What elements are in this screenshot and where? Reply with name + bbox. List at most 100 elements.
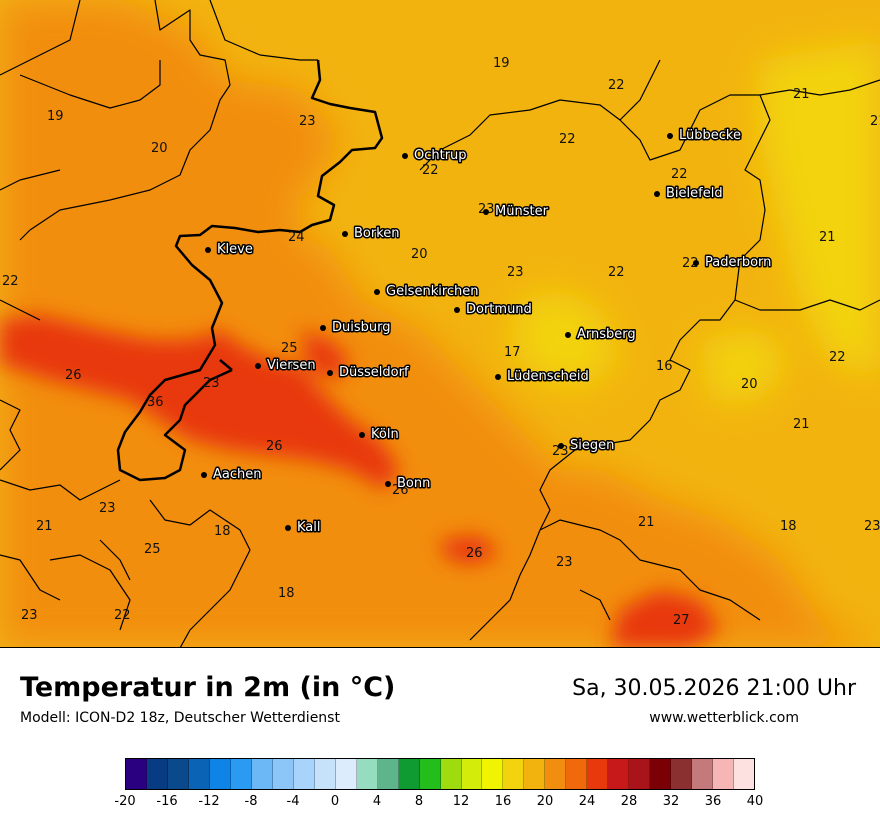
- legend-color-swatch: [398, 759, 420, 789]
- forecast-datetime: Sa, 30.05.2026 21:00 Uhr: [572, 676, 856, 701]
- temperature-label: 21: [870, 114, 880, 129]
- temperature-label: 23: [203, 376, 220, 391]
- legend-color-swatch: [545, 759, 567, 789]
- legend-color-swatch: [692, 759, 714, 789]
- legend-color-swatch: [356, 759, 378, 789]
- legend-color-swatch: [188, 759, 210, 789]
- city-marker-luebbecke: Lübbecke: [667, 127, 742, 145]
- temperature-label: 18: [214, 524, 231, 539]
- svg-text:Dortmund: Dortmund: [466, 302, 532, 317]
- temperature-label: 19: [493, 56, 510, 71]
- temperature-label: 23: [552, 444, 569, 459]
- temperature-field: [0, 0, 880, 648]
- temperature-label: 22: [608, 78, 625, 93]
- color-legend-ticks: -20 -16 -12 -8 -4 0 4 8 12 16 20 24 28 32 36 40: [114, 794, 763, 814]
- temperature-label: 18: [780, 519, 797, 534]
- temperature-label: 36: [147, 395, 164, 410]
- city-marker-dortmund: Dortmund: [454, 301, 533, 319]
- legend-color-swatch: [713, 759, 735, 789]
- legend-color-swatch: [734, 759, 755, 789]
- svg-text:Borken: Borken: [354, 226, 400, 241]
- legend-color-swatch: [209, 759, 231, 789]
- temperature-map: 19 22 21 21 19 23 22 20 22 22 23 22 24 2…: [0, 0, 880, 648]
- svg-text:Kleve: Kleve: [217, 242, 253, 257]
- legend-tick-label: 28: [620, 794, 638, 809]
- temperature-label: 16: [656, 359, 673, 374]
- svg-text:Münster: Münster: [495, 204, 549, 219]
- legend-color-swatch: [524, 759, 546, 789]
- city-marker-kall: Kall: [285, 519, 322, 537]
- legend-color-swatch: [293, 759, 315, 789]
- city-marker-duisburg: Duisburg: [320, 319, 392, 337]
- svg-text:Lübbecke: Lübbecke: [679, 128, 741, 143]
- temperature-label: 22: [671, 167, 688, 182]
- legend-tick-label: 40: [746, 794, 764, 809]
- city-marker-viersen: Viersen: [255, 357, 317, 375]
- temperature-label: 21: [819, 230, 836, 245]
- legend-color-swatch: [335, 759, 357, 789]
- legend-color-swatch: [419, 759, 441, 789]
- svg-text:Düsseldorf: Düsseldorf: [339, 365, 409, 380]
- legend-tick-label: 4: [372, 794, 382, 809]
- temperature-label: 25: [144, 542, 161, 557]
- temperature-label: 23: [21, 608, 38, 623]
- legend-color-swatch: [461, 759, 483, 789]
- city-marker-paderborn: Paderborn: [693, 254, 773, 272]
- city-markers: Lübbecke Ochtrup Bielefeld Münster Borke…: [201, 127, 773, 537]
- temperature-labels: 19 22 21 21 19 23 22 20 22 22 23 22 24 2…: [2, 56, 880, 628]
- legend-tick-label: 24: [578, 794, 596, 809]
- city-marker-siegen: Siegen: [558, 437, 616, 455]
- city-marker-koeln: Köln: [359, 426, 400, 444]
- legend-tick-label: -4: [286, 794, 300, 809]
- legend-color-swatch: [146, 759, 168, 789]
- temperature-label: 22: [829, 350, 846, 365]
- temperature-label: 26: [392, 483, 409, 498]
- temperature-label: 22: [559, 132, 576, 147]
- legend-tick-label: 0: [330, 794, 340, 809]
- legend-color-swatch: [314, 759, 336, 789]
- legend-tick-label: -8: [244, 794, 258, 809]
- city-marker-kleve: Kleve: [205, 241, 254, 259]
- website-link[interactable]: www.wetterblick.com: [649, 710, 799, 726]
- temperature-label: 21: [36, 519, 53, 534]
- temperature-label: 21: [793, 417, 810, 432]
- temperature-label: 23: [299, 114, 316, 129]
- state-borders: [0, 0, 880, 648]
- temperature-label: 26: [466, 546, 483, 561]
- legend-color-swatch: [629, 759, 651, 789]
- legend-color-swatch: [251, 759, 273, 789]
- svg-text:Aachen: Aachen: [213, 467, 261, 482]
- svg-text:Paderborn: Paderborn: [705, 255, 771, 270]
- svg-text:Siegen: Siegen: [570, 438, 614, 453]
- legend-tick-label: -12: [198, 794, 220, 809]
- temperature-label: 21: [793, 87, 810, 102]
- temperature-label: 26: [266, 439, 283, 454]
- legend-tick-label: 8: [414, 794, 424, 809]
- city-marker-aachen: Aachen: [201, 466, 263, 484]
- legend-color-swatch: [167, 759, 189, 789]
- temperature-label: 22: [114, 608, 131, 623]
- svg-text:Duisburg: Duisburg: [332, 320, 391, 335]
- legend-color-swatch: [650, 759, 672, 789]
- svg-text:Bielefeld: Bielefeld: [666, 186, 723, 201]
- temperature-label: 23: [99, 501, 116, 516]
- legend-color-swatch: [230, 759, 252, 789]
- temperature-label: 22: [2, 274, 19, 289]
- temperature-label: 22: [422, 163, 439, 178]
- legend-color-swatch: [272, 759, 294, 789]
- legend-tick-label: 36: [704, 794, 722, 809]
- temperature-label: 25: [281, 341, 298, 356]
- city-marker-duesseldorf: Düsseldorf: [327, 364, 410, 382]
- temperature-label: 20: [151, 141, 168, 156]
- model-source: Modell: ICON-D2 18z, Deutscher Wetterdie…: [20, 710, 340, 726]
- temperature-label: 24: [288, 230, 305, 245]
- city-marker-luedenscheid: Lüdenscheid: [495, 368, 590, 386]
- legend-color-swatch: [671, 759, 693, 789]
- city-marker-borken: Borken: [342, 225, 401, 243]
- legend-color-swatch: [566, 759, 588, 789]
- temperature-label: 19: [47, 109, 64, 124]
- color-legend-bar: [125, 758, 755, 790]
- legend-color-swatch: [126, 759, 147, 789]
- legend-tick-label: 20: [536, 794, 554, 809]
- svg-text:Kall: Kall: [297, 520, 321, 535]
